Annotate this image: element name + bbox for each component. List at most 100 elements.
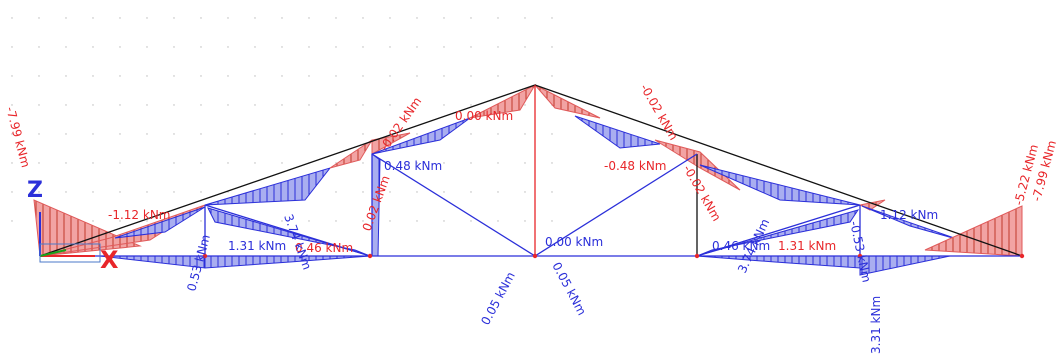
- grid-dot: [470, 191, 472, 193]
- grid-dot: [65, 46, 67, 48]
- grid-dot: [254, 133, 256, 135]
- moment-label: 0.05 kNm: [478, 269, 518, 327]
- grid-dot: [146, 104, 148, 106]
- grid-dot: [254, 104, 256, 106]
- grid-dot: [362, 220, 364, 222]
- grid-dot: [308, 133, 310, 135]
- grid-dot: [92, 46, 94, 48]
- moment-label: 0.48 kNm: [384, 159, 442, 173]
- grid-dot: [470, 162, 472, 164]
- grid-dot: [11, 162, 13, 164]
- grid-dot: [470, 104, 472, 106]
- grid-dot: [92, 75, 94, 77]
- grid-dot: [308, 17, 310, 19]
- grid-dot: [281, 133, 283, 135]
- grid-dot: [551, 220, 553, 222]
- grid-dot: [389, 17, 391, 19]
- grid-dot: [443, 17, 445, 19]
- grid-dot: [65, 191, 67, 193]
- grid-dot: [65, 104, 67, 106]
- grid-dot: [551, 133, 553, 135]
- moment-area-apex-left: [469, 83, 537, 119]
- grid-dot: [308, 104, 310, 106]
- moment-label: 1.12 kNm: [880, 208, 938, 222]
- x-axis-label: X: [100, 246, 119, 274]
- origin-box: [39, 243, 101, 263]
- node: [367, 253, 373, 259]
- grid-dot: [551, 75, 553, 77]
- moment-area-top-chord-6: [574, 115, 661, 149]
- grid-dot: [200, 46, 202, 48]
- grid-dot: [92, 220, 94, 222]
- grid-dot: [38, 133, 40, 135]
- grid-dot: [65, 162, 67, 164]
- grid-dot: [281, 104, 283, 106]
- grid-dot: [92, 133, 94, 135]
- grid-dot: [146, 75, 148, 77]
- grid-dot: [443, 46, 445, 48]
- grid-dot: [200, 133, 202, 135]
- grid-dot: [11, 17, 13, 19]
- grid-dot: [497, 17, 499, 19]
- grid-dot: [200, 191, 202, 193]
- grid-dot: [227, 46, 229, 48]
- grid-dot: [389, 162, 391, 164]
- grid-dot: [146, 162, 148, 164]
- y-axis-line: [39, 249, 67, 257]
- grid-dot: [335, 17, 337, 19]
- grid-dot: [146, 46, 148, 48]
- grid-dot: [173, 104, 175, 106]
- grid-dot: [11, 133, 13, 135]
- grid-dot: [308, 46, 310, 48]
- diagonal-2: [371, 153, 536, 257]
- grid-dot: [119, 75, 121, 77]
- grid-dot: [38, 46, 40, 48]
- grid-dot: [173, 17, 175, 19]
- node: [857, 253, 863, 259]
- moment-label: 1.31 kNm: [228, 239, 286, 253]
- grid-dot: [524, 220, 526, 222]
- grid-dot: [362, 17, 364, 19]
- grid-dot: [146, 133, 148, 135]
- grid-dot: [335, 220, 337, 222]
- moment-area-bottom-chord-2: [204, 255, 371, 269]
- moment-label: -0.02 kNm: [637, 82, 680, 143]
- grid-dot: [92, 17, 94, 19]
- grid-dot: [362, 46, 364, 48]
- moment-area-bottom-chord-4: [859, 255, 951, 276]
- grid-dot: [443, 162, 445, 164]
- grid-dot: [389, 75, 391, 77]
- grid-dot: [146, 17, 148, 19]
- grid-dot: [524, 162, 526, 164]
- grid-dot: [119, 191, 121, 193]
- grid-dot: [254, 162, 256, 164]
- grid-dot: [470, 75, 472, 77]
- node: [1019, 253, 1025, 259]
- grid-dot: [281, 162, 283, 164]
- moment-label: 0.46 kNm: [295, 241, 353, 255]
- grid-dot: [497, 46, 499, 48]
- grid-dot: [254, 46, 256, 48]
- grid-dot: [497, 191, 499, 193]
- moment-area-apex-right: [534, 84, 601, 119]
- grid-dot: [524, 46, 526, 48]
- grid-dot: [497, 162, 499, 164]
- grid-dot: [470, 220, 472, 222]
- grid-dot: [11, 191, 13, 193]
- grid-dot: [389, 46, 391, 48]
- grid-dot: [200, 104, 202, 106]
- grid-dot: [443, 220, 445, 222]
- grid-dot: [281, 46, 283, 48]
- grid-dot: [443, 75, 445, 77]
- moment-label: -7.99 kNm: [3, 105, 33, 169]
- grid-dot: [362, 191, 364, 193]
- grid-dot: [335, 104, 337, 106]
- grid-dot: [11, 104, 13, 106]
- grid-dot: [227, 75, 229, 77]
- moment-label: 0.46 kNm: [712, 239, 770, 253]
- grid-dot: [200, 17, 202, 19]
- node: [532, 253, 538, 259]
- grid-dot: [470, 17, 472, 19]
- grid-dot: [551, 17, 553, 19]
